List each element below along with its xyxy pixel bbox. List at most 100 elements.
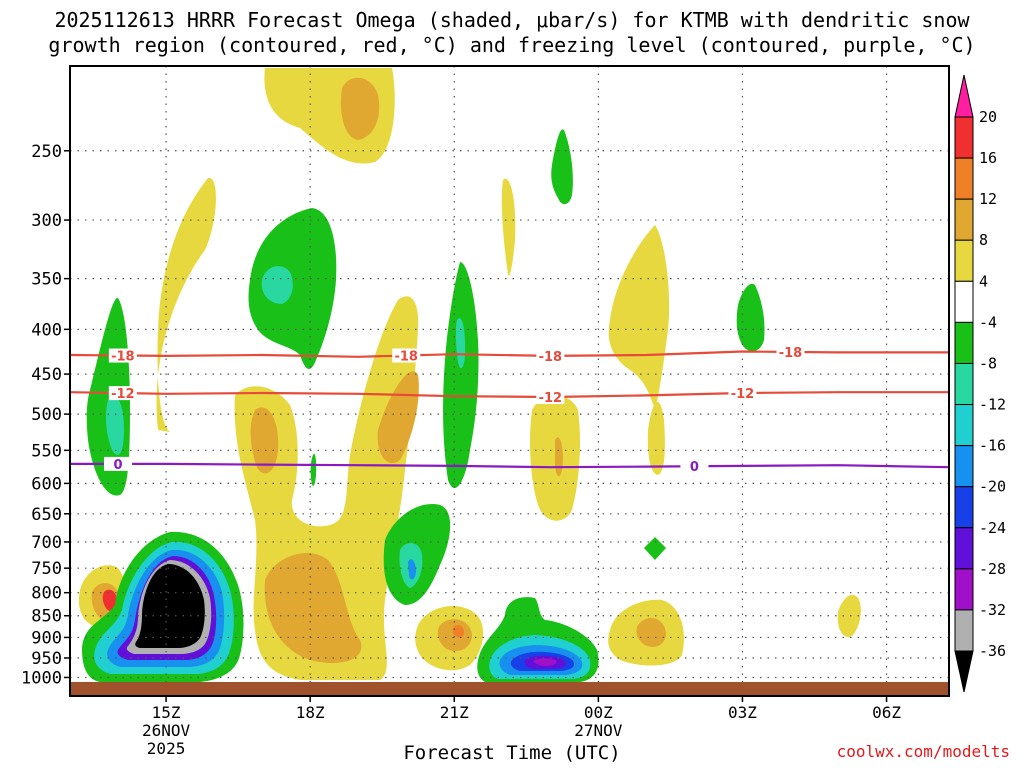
contour-label-1-1: -12	[539, 391, 563, 406]
ground-strip	[70, 682, 949, 696]
y-tick-label-600: 600	[31, 474, 62, 494]
y-axis: 2503003504004505005506006507007508008509…	[21, 142, 70, 688]
omega-region-green-21z	[443, 262, 479, 489]
omega-region-yellow-05z	[837, 594, 861, 637]
colorbar-bin-9	[954, 486, 974, 529]
y-tick-label-1000: 1000	[21, 668, 62, 688]
contour-label-bg-0-2	[536, 348, 565, 363]
y-tick-label-350: 350	[31, 270, 62, 290]
omega-region-blue-20z	[408, 559, 416, 580]
omega-region-upward-yellow-1	[156, 177, 216, 432]
colorbar-bin-7	[954, 404, 974, 447]
colorbar-label-1: 16	[979, 149, 997, 167]
colorbar-label-3: 8	[979, 231, 988, 249]
contour-label-0-0: -18	[111, 350, 135, 365]
omega-region-green-03z	[736, 283, 765, 352]
contour-label-bg-0-3	[776, 344, 805, 359]
y-tick-label-750: 750	[31, 559, 62, 579]
footer-source: coolwx.com/modelts	[836, 742, 1010, 761]
contour-line-0	[69, 350, 949, 358]
y-tick-label-700: 700	[31, 533, 62, 553]
omega-region-ascent-23z-magenta	[533, 658, 557, 666]
x-tick-label-06Z: 06Z	[872, 703, 901, 722]
omega-region-thin-yellow	[501, 178, 516, 276]
colorbar-label-0: 20	[979, 108, 997, 126]
contour-label-bg-2-0	[104, 456, 133, 471]
omega-region-central-orange-3	[264, 552, 362, 664]
omega-region-central-orange-1	[250, 407, 279, 474]
omega-region-teal-21z	[455, 318, 466, 369]
contour-label-bg-1-2	[728, 386, 757, 401]
omega-region-orange-01z-low	[636, 617, 666, 647]
grid-lines	[70, 66, 949, 696]
contour-label-1-2: -12	[731, 387, 755, 402]
colorbar-label-4: 4	[979, 272, 988, 290]
y-tick-label-650: 650	[31, 505, 62, 525]
contour-label-1-0: -12	[111, 387, 135, 402]
omega-region-yellow-01z	[608, 225, 670, 410]
y-tick-label-850: 850	[31, 607, 62, 627]
omega-region-yellow-01z-lower	[647, 401, 665, 475]
omega-region-red-14z-low	[102, 589, 118, 612]
x-axis-title: Forecast Time (UTC)	[403, 742, 621, 764]
x-tick-date-15Z: 26NOV	[142, 721, 191, 740]
colorbar-bin-10	[954, 527, 974, 570]
omega-region-red-21z-low	[453, 625, 465, 638]
chart-title-line-1: 2025112613 HRRR Forecast Omega (shaded, …	[54, 8, 970, 32]
y-tick-label-800: 800	[31, 584, 62, 604]
y-tick-label-950: 950	[31, 649, 62, 669]
contour-label-2-1: 0	[690, 460, 699, 475]
y-tick-label-550: 550	[31, 441, 62, 461]
x-tick-year-15Z: 2025	[147, 739, 186, 758]
colorbar-bin-4	[954, 280, 974, 323]
colorbar-bin-6	[954, 362, 974, 406]
omega-region-teal-14z	[105, 396, 124, 455]
y-tick-label-250: 250	[31, 142, 62, 162]
colorbar-label-2: 12	[979, 190, 997, 208]
colorbar-arrow-bottom	[954, 650, 974, 693]
colorbar-label-10: -24	[979, 519, 1006, 537]
colorbar-label-9: -20	[979, 478, 1006, 496]
x-tick-label-03Z: 03Z	[728, 703, 757, 722]
colorbar-label-12: -32	[979, 601, 1006, 619]
contour-label-2-0: 0	[114, 458, 123, 473]
y-tick-label-500: 500	[31, 405, 62, 425]
contour-label-bg-1-1	[536, 390, 565, 405]
contour-label-0-2: -18	[539, 350, 563, 365]
x-tick-label-21Z: 21Z	[440, 703, 469, 722]
omega-region-green-18z-sliver	[310, 453, 317, 486]
colorbar-bin-0	[954, 116, 974, 159]
colorbar-label-6: -8	[979, 354, 997, 372]
contour-label-bg-2-1	[680, 459, 709, 474]
omega-region-teal-17z	[261, 266, 293, 304]
contour-label-bg-1-0	[108, 386, 137, 401]
x-tick-label-00Z: 00Z	[584, 703, 613, 722]
colorbar-bin-12	[954, 609, 974, 652]
colorbar-label-11: -28	[979, 560, 1006, 578]
y-tick-label-900: 900	[31, 628, 62, 648]
temperature-contours: -18 -18 -18 -18 -12 -12 -12 0 0	[69, 344, 950, 475]
colorbar-bin-1	[954, 157, 974, 200]
colorbar-bin-5	[954, 321, 974, 364]
colorbar-label-13: -36	[979, 642, 1006, 660]
omega-shading-layer	[78, 68, 861, 682]
omega-region-upper-orange	[340, 77, 380, 140]
colorbar-bin-8	[954, 445, 974, 488]
contour-label-0-1: -18	[394, 349, 418, 364]
contour-label-bg-0-1	[392, 348, 421, 363]
omega-region-green-23z-upper	[551, 129, 573, 205]
omega-region-ascent-15z-black	[135, 564, 205, 648]
y-tick-label-400: 400	[31, 320, 62, 340]
y-tick-label-300: 300	[31, 211, 62, 231]
y-tick-label-450: 450	[31, 365, 62, 385]
plot-frame	[69, 65, 950, 697]
colorbar-label-5: -4	[979, 313, 997, 331]
omega-region-green-01z-diamond	[644, 537, 666, 560]
colorbar-label-8: -16	[979, 437, 1006, 455]
colorbar-label-7: -12	[979, 396, 1006, 414]
contour-line-1	[69, 391, 949, 399]
contour-label-0-3: -18	[779, 346, 803, 361]
colorbar-bin-2	[954, 198, 974, 241]
